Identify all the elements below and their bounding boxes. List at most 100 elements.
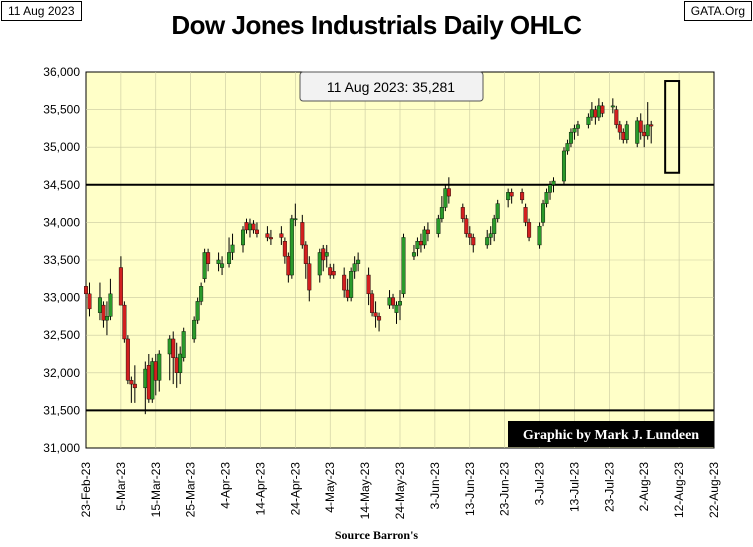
ohlc-bar xyxy=(464,214,469,238)
ohlc-bar xyxy=(624,120,629,144)
bar-body xyxy=(345,289,350,298)
bar-body xyxy=(485,237,490,246)
ohlc-bar xyxy=(324,244,329,268)
bar-body xyxy=(589,109,594,118)
ohlc-bar xyxy=(485,229,490,249)
bar-body xyxy=(464,218,469,234)
x-tick-label: 4-May-23 xyxy=(323,462,337,513)
ohlc-bar xyxy=(307,256,312,302)
ohlc-bar xyxy=(202,248,207,283)
bar-body xyxy=(108,293,113,317)
ohlc-bar xyxy=(398,290,403,321)
callout-text: 11 Aug 2023: 35,281 xyxy=(327,79,455,95)
bar-body xyxy=(561,150,566,182)
bar-body xyxy=(216,259,221,264)
bar-body xyxy=(422,229,427,246)
y-tick-label: 35,500 xyxy=(43,103,80,117)
ohlc-bar xyxy=(230,233,235,260)
bar-body xyxy=(415,240,420,249)
bar-body xyxy=(391,297,396,306)
ohlc-bar xyxy=(638,113,643,140)
date-tag: 11 Aug 2023 xyxy=(1,1,82,21)
bar-body xyxy=(471,237,476,246)
bar-body xyxy=(593,109,598,118)
bar-body xyxy=(614,109,619,125)
callout-box xyxy=(299,71,484,102)
x-tick-label: 5-Mar-23 xyxy=(114,462,128,511)
ohlc-bar xyxy=(635,117,640,148)
x-tick-label: 23-Jul-23 xyxy=(602,462,616,512)
ohlc-bar xyxy=(488,226,493,245)
y-tick-label: 32,500 xyxy=(43,328,80,342)
ohlc-bar xyxy=(342,267,347,298)
bar-body xyxy=(401,237,406,295)
ohlc-bar xyxy=(282,237,287,264)
bar-body xyxy=(254,229,259,234)
bar-body xyxy=(575,124,580,129)
bar-body xyxy=(220,263,225,268)
y-tick-label: 33,500 xyxy=(43,253,80,267)
bar-body xyxy=(551,180,556,185)
bar-body xyxy=(97,297,102,313)
bar-body xyxy=(289,218,294,276)
bar-body xyxy=(366,274,371,295)
bar-body xyxy=(244,222,249,231)
bar-body xyxy=(544,192,549,204)
bar-body xyxy=(83,286,88,295)
bar-body xyxy=(377,316,382,321)
bar-body xyxy=(265,233,270,238)
bar-body xyxy=(307,263,312,291)
bar-body xyxy=(446,188,451,197)
bar-body xyxy=(495,203,500,219)
ohlc-bar xyxy=(157,350,162,392)
ohlc-bar xyxy=(279,226,284,245)
ohlc-bar xyxy=(436,214,441,238)
bar-body xyxy=(523,207,528,223)
ohlc-bar xyxy=(118,256,123,306)
bar-body xyxy=(467,233,472,238)
ohlc-bar xyxy=(446,177,451,204)
bar-body xyxy=(171,338,176,358)
bar-body xyxy=(418,240,423,246)
ohlc-bar xyxy=(520,188,525,204)
ohlc-bar xyxy=(108,278,113,321)
ohlc-bar xyxy=(216,252,221,272)
ohlc-bar xyxy=(206,248,211,272)
y-tick-label: 34,000 xyxy=(43,215,80,229)
bar-body xyxy=(635,120,640,144)
bar-body xyxy=(586,116,591,125)
ohlc-bar xyxy=(268,229,273,245)
ohlc-bar xyxy=(87,282,92,317)
bar-body xyxy=(548,184,553,193)
bar-body xyxy=(87,293,92,310)
x-tick-label: 4-Apr-23 xyxy=(219,462,233,509)
ohlc-bar xyxy=(610,98,615,114)
x-tick-label: 13-Jun-23 xyxy=(463,462,477,516)
ohlc-bar xyxy=(523,203,528,227)
ohlc-bar xyxy=(600,102,605,118)
ohlc-bar xyxy=(300,214,305,249)
bar-body xyxy=(352,263,357,272)
bar-body xyxy=(642,131,647,137)
ohlc-bar xyxy=(401,233,406,298)
bar-body xyxy=(443,188,448,208)
x-tick-label: 2-Aug-23 xyxy=(637,462,651,512)
ohlc-bar xyxy=(150,357,155,403)
bar-body xyxy=(251,223,256,231)
bar-body xyxy=(268,237,273,240)
ohlc-bar xyxy=(132,365,137,403)
bar-body xyxy=(293,218,298,221)
ohlc-bar xyxy=(317,248,322,283)
ohlc-bar xyxy=(352,256,357,279)
chart-title: Dow Jones Industrials Daily OHLC xyxy=(171,10,582,40)
ohlc-bar xyxy=(537,222,542,249)
ohlc-bar xyxy=(227,237,232,268)
ohlc-bar xyxy=(391,293,396,309)
ohlc-bar xyxy=(289,214,294,279)
highlight-box xyxy=(664,80,681,174)
ohlc-bar xyxy=(199,282,204,306)
bar-body xyxy=(282,240,287,257)
bar-body xyxy=(506,192,511,201)
bar-body xyxy=(195,301,200,321)
